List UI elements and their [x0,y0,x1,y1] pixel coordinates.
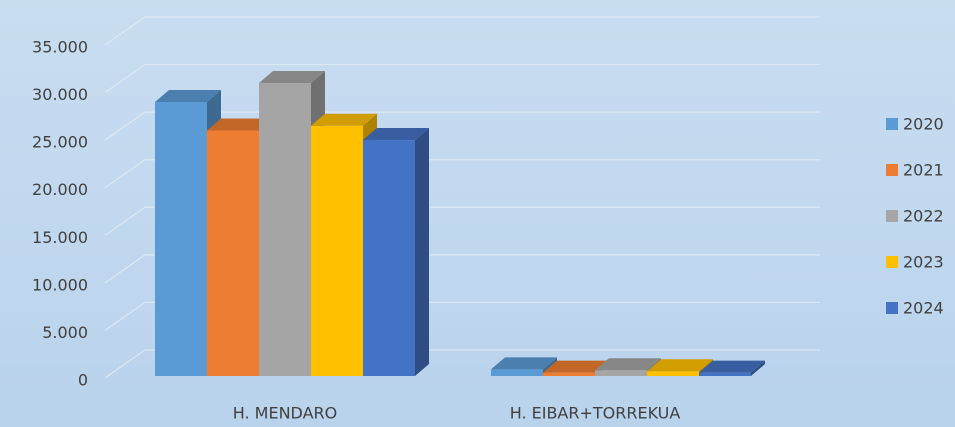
bar-top [491,357,557,370]
legend-swatch [886,118,898,130]
grid-line [104,206,820,236]
bar-top [595,358,661,371]
bar-top [647,359,713,372]
x-tick-label: H. EIBAR+TORREKUA [510,404,681,423]
y-tick-label: 30.000 [32,85,88,104]
legend-swatch [886,256,898,268]
legend-label: 2021 [903,161,944,180]
legend-swatch [886,302,898,314]
bar-front [491,369,543,376]
y-tick-label: 20.000 [32,180,88,199]
legend-swatch [886,164,898,176]
bar-top [155,89,221,102]
bar-top [699,360,765,373]
y-tick-label: 35.000 [32,38,88,57]
bar-top [363,128,429,141]
y-tick-label: 0 [78,371,88,390]
grid-line [104,111,820,141]
bar-front [259,82,311,377]
grid-line [104,301,820,331]
grid-line [104,16,820,46]
grid-line [104,63,820,94]
y-tick-label: 5.000 [42,323,88,342]
legend-label: 2024 [903,299,944,318]
y-tick-label: 15.000 [32,228,88,247]
bar-top [543,360,609,373]
legend-label: 2020 [903,115,944,134]
bar-front [155,101,207,376]
grid-line [104,159,820,189]
legend-swatch [886,210,898,222]
bar-front [543,372,595,376]
bar-front [207,130,259,376]
bar-top [311,113,377,126]
bar-side [751,360,765,376]
bar-top [259,70,325,83]
bar-front [647,371,699,376]
legend-label: 2022 [903,207,944,226]
y-tick-label: 10.000 [32,275,88,294]
bar-side [415,128,429,376]
bar-front [699,372,751,376]
bar-front [311,125,363,376]
grid-line [104,254,820,284]
legend-label: 2023 [903,253,944,272]
bar [363,128,429,376]
bar-front [595,370,647,376]
grid-line [104,349,820,379]
x-tick-label: H. MENDARO [233,404,338,423]
bar [699,360,765,376]
bar-front [363,140,415,376]
bar-top [207,118,273,131]
y-tick-label: 25.000 [32,133,88,152]
